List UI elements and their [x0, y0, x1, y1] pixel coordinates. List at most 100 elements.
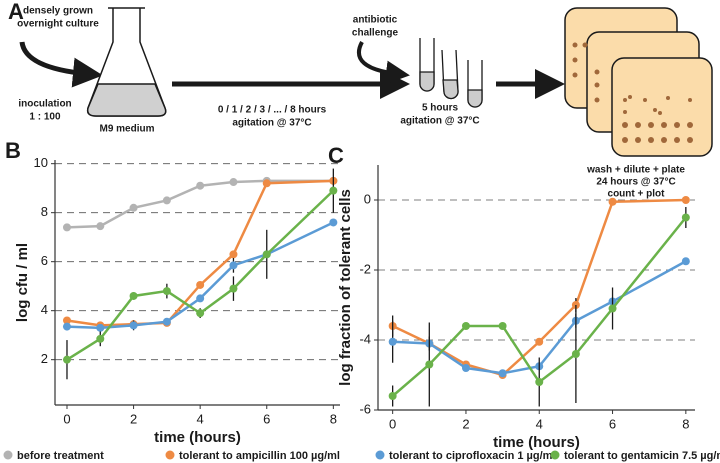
point: [196, 181, 205, 190]
y-axis-label: log fraction of tolerant cells: [337, 189, 354, 386]
y-tick-label: 10: [34, 155, 48, 170]
point: [162, 196, 171, 205]
inoculation-line: 1 : 100: [29, 112, 61, 123]
growth-line: 0 / 1 / 2 / 3 / ... / 8 hours: [218, 105, 327, 116]
plating-line: count + plot: [608, 189, 666, 200]
series-line: [391, 216, 687, 397]
x-axis-label: time (hours): [154, 429, 241, 446]
point: [229, 250, 238, 259]
series-line: [66, 189, 335, 361]
medium-label: M9 medium: [99, 124, 154, 135]
point: [62, 322, 71, 331]
series-line: [66, 179, 334, 229]
panel-label: A: [8, 0, 24, 24]
x-tick-label: 6: [263, 411, 270, 426]
growth-line: agitation @ 37°C: [232, 118, 311, 129]
point: [461, 364, 470, 372]
point: [425, 360, 434, 369]
y-tick-label: 6: [41, 253, 48, 268]
arrow: [19, 41, 103, 88]
point: [535, 337, 544, 346]
series-line: [66, 179, 334, 327]
legend-label: tolerant to ampicillin 100 µg/ml: [179, 450, 340, 462]
point: [498, 369, 507, 378]
legend-swatch: [3, 450, 13, 460]
point: [571, 350, 580, 358]
plating-line: wash + dilute + plate: [586, 165, 685, 176]
point: [96, 334, 105, 343]
point: [96, 222, 105, 231]
y-tick-label: 2: [41, 351, 48, 366]
arrow: [356, 41, 410, 85]
x-tick-label: 2: [462, 416, 469, 431]
point: [62, 316, 71, 325]
y-tick-label: 0: [364, 191, 371, 206]
series-line: [66, 221, 334, 330]
challenge-line: antibiotic: [353, 15, 398, 26]
plate: [611, 57, 713, 157]
point: [196, 280, 205, 289]
culture-line: densely grown: [23, 6, 93, 17]
y-tick-label: 4: [41, 302, 48, 317]
point: [196, 309, 205, 318]
plating-line: 24 hours @ 37°C: [596, 177, 675, 188]
x-tick-label: 2: [130, 411, 137, 426]
inoculation-line: inoculation: [18, 99, 71, 110]
point: [196, 294, 205, 303]
challenge-line: challenge: [352, 28, 399, 39]
point: [129, 203, 138, 212]
tubes: [419, 38, 483, 108]
treatment-line: 5 hours: [422, 103, 459, 114]
legend-label: tolerant to ciprofloxacin 1 µg/ml: [389, 450, 555, 462]
legend-label: tolerant to gentamicin 7.5 µg/ml: [564, 450, 720, 462]
y-tick-label: -2: [359, 261, 371, 276]
point: [162, 287, 171, 296]
point: [681, 196, 690, 204]
colonies: [572, 42, 693, 143]
point: [498, 322, 507, 330]
y-tick-label: -4: [359, 331, 371, 346]
point: [329, 186, 338, 195]
schematic: A densely grown overnight culture inocul…: [8, 0, 713, 200]
point: [388, 392, 397, 400]
panel-label: C: [328, 143, 344, 168]
point: [62, 223, 71, 232]
point: [129, 291, 138, 300]
point: [62, 355, 71, 364]
y-tick-label: 8: [41, 204, 48, 219]
legend-swatch: [550, 450, 560, 460]
point: [96, 323, 105, 332]
point: [608, 197, 617, 206]
point: [388, 337, 397, 346]
point: [262, 250, 271, 259]
panel-label: B: [5, 138, 21, 163]
legend-label: before treatment: [17, 450, 104, 462]
point: [262, 179, 271, 188]
point: [229, 178, 238, 187]
point: [535, 378, 544, 386]
culture-line: overnight culture: [17, 19, 99, 30]
medium: [86, 83, 167, 117]
point: [329, 218, 338, 227]
series-line: [392, 260, 687, 375]
point: [162, 317, 171, 326]
treatment-line: agitation @ 37°C: [400, 116, 479, 127]
x-tick-label: 0: [389, 416, 396, 431]
point: [229, 284, 238, 293]
y-axis-label: log cfu / ml: [14, 243, 31, 322]
point: [461, 322, 470, 330]
x-tick-label: 0: [63, 411, 70, 426]
x-tick-label: 8: [330, 411, 337, 426]
x-tick-label: 4: [197, 411, 204, 426]
x-tick-label: 6: [609, 416, 616, 431]
x-tick-label: 4: [536, 416, 543, 431]
point: [681, 257, 690, 266]
x-tick-label: 8: [682, 416, 689, 431]
point: [608, 304, 617, 313]
point: [129, 321, 138, 330]
legend-swatch: [375, 450, 385, 460]
x-axis-label: time (hours): [493, 434, 580, 451]
legend-swatch: [165, 450, 175, 460]
y-tick-label: -6: [359, 401, 371, 416]
